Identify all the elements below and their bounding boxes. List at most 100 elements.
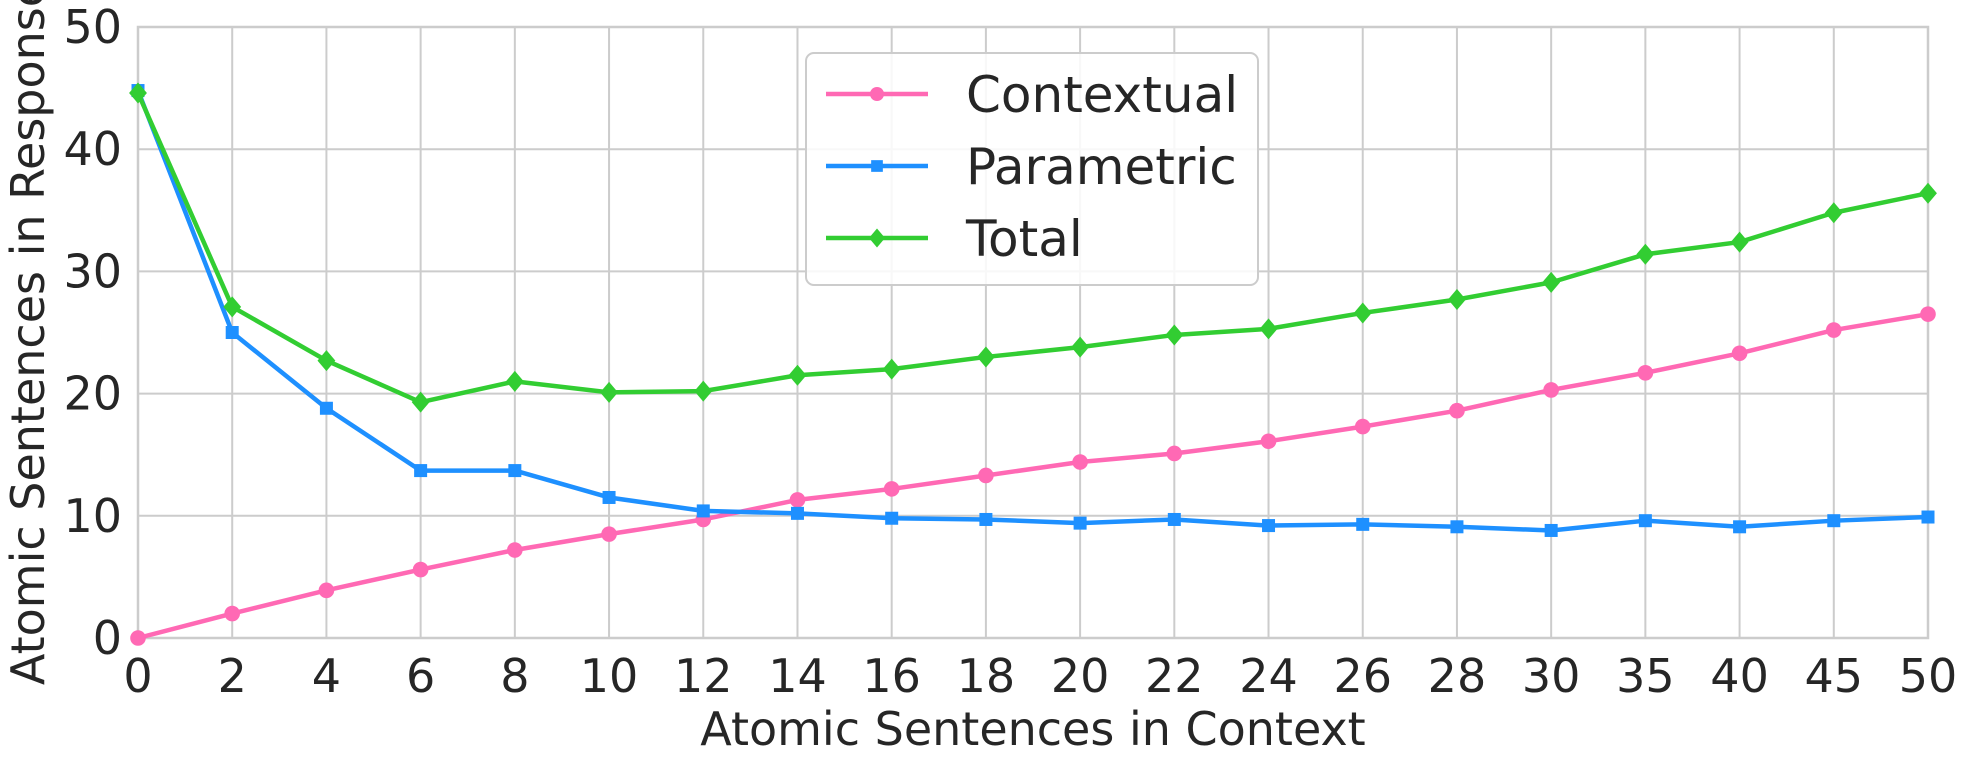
parametric-point: [1167, 512, 1181, 526]
series-contextual: [130, 306, 1936, 646]
x-tick-label: 6: [406, 649, 435, 703]
legend-label: Total: [965, 210, 1083, 268]
contextual-point: [1354, 418, 1371, 435]
contextual-point: [130, 630, 146, 646]
contextual-point: [1825, 322, 1842, 338]
legend-circle-marker: [869, 86, 885, 102]
x-tick-label: 10: [580, 649, 639, 703]
parametric-point: [1733, 520, 1747, 534]
contextual-point: [1260, 433, 1277, 450]
total-point: [1636, 243, 1655, 265]
parametric-point: [1450, 520, 1464, 534]
contextual-point: [978, 467, 994, 484]
x-tick-label: 35: [1616, 649, 1675, 703]
total-line: [135, 90, 1931, 405]
total-point: [1730, 231, 1749, 253]
y-tick-label: 40: [63, 122, 122, 176]
parametric-point: [979, 512, 993, 526]
total-point: [1919, 182, 1937, 204]
contextual-line: [135, 311, 1931, 641]
parametric-point: [319, 401, 333, 415]
contextual-point: [1637, 365, 1654, 381]
contextual-point: [789, 492, 806, 508]
y-tick-label: 50: [63, 0, 122, 54]
tick-labels: 0 2 4 6 8 10 12 14 16 18 20 22 24 26 28 30 35 40 45 5001020…: [63, 0, 1957, 703]
legend-item-parametric: Parametric: [826, 138, 1237, 196]
legend-label: Parametric: [966, 138, 1237, 196]
total-point: [600, 381, 618, 403]
x-tick-label: 28: [1428, 649, 1487, 703]
legend-frame: [805, 52, 1259, 286]
plot-frame: [136, 25, 1930, 640]
x-tick-label: 20: [1051, 649, 1110, 703]
y-axis-title: Atomic Sentences in Response: [1, 0, 55, 685]
contextual-point: [1543, 382, 1559, 398]
x-tick-label: 24: [1239, 649, 1298, 703]
x-tick-label: 14: [768, 649, 827, 703]
parametric-point: [602, 490, 616, 504]
x-tick-label: 30: [1522, 649, 1581, 703]
total-point: [694, 380, 713, 402]
total-point: [1353, 302, 1372, 324]
parametric-point: [885, 511, 899, 525]
parametric-point: [414, 464, 428, 478]
y-tick-label: 10: [63, 489, 122, 543]
contextual-point: [601, 526, 617, 542]
x-tick-label: 2: [218, 649, 247, 703]
series-parametric: [131, 84, 1935, 537]
x-tick-label: 16: [862, 649, 921, 703]
parametric-point: [1638, 514, 1652, 528]
x-tick-label: 26: [1333, 649, 1392, 703]
total-point: [411, 391, 430, 413]
total-point: [129, 82, 147, 104]
parametric-point: [1262, 519, 1276, 533]
x-tick-label: 45: [1805, 649, 1864, 703]
contextual-point: [1166, 445, 1183, 462]
contextual-point: [1920, 306, 1936, 322]
parametric-point: [225, 326, 239, 339]
parametric-point: [1921, 510, 1935, 524]
y-tick-label: 20: [63, 367, 122, 421]
x-tick-label: 8: [500, 649, 529, 703]
total-point: [788, 364, 807, 386]
parametric-point: [508, 464, 522, 478]
contextual-point: [318, 582, 335, 599]
legend: Contextual Parametric Total: [805, 52, 1259, 286]
series-layer: [129, 82, 1937, 646]
x-tick-label: 18: [957, 649, 1016, 703]
total-point: [1824, 202, 1843, 224]
total-point: [505, 370, 524, 392]
contextual-point: [1072, 454, 1088, 470]
parametric-line: [135, 88, 1931, 533]
total-point: [223, 296, 242, 318]
legend-label: Contextual: [966, 66, 1238, 124]
contextual-point: [1449, 402, 1465, 419]
legend-item-contextual: Contextual: [826, 66, 1238, 124]
total-point: [1071, 336, 1090, 358]
parametric-point: [1356, 517, 1370, 531]
parametric-point: [1827, 514, 1841, 528]
legend-diamond-marker: [868, 228, 886, 248]
x-axis-title: Atomic Sentences in Context: [700, 702, 1365, 756]
total-point: [1165, 324, 1184, 346]
x-tick-label: 4: [312, 649, 341, 703]
parametric-point: [1544, 523, 1558, 537]
total-point: [1542, 271, 1561, 293]
parametric-point: [790, 506, 804, 520]
x-tick-label: 22: [1145, 649, 1204, 703]
legend-square-marker: [871, 160, 883, 172]
y-tick-label: 0: [93, 611, 122, 665]
total-point: [1448, 289, 1466, 311]
contextual-point: [412, 561, 429, 578]
y-tick-label: 30: [63, 244, 122, 298]
legend-item-total: Total: [826, 210, 1083, 268]
x-tick-label: 12: [674, 649, 733, 703]
parametric-point: [696, 504, 710, 518]
total-point: [317, 350, 336, 372]
contextual-point: [1731, 345, 1748, 362]
contextual-point: [224, 605, 241, 622]
contextual-point: [507, 542, 523, 558]
x-tick-label: 50: [1899, 649, 1958, 703]
